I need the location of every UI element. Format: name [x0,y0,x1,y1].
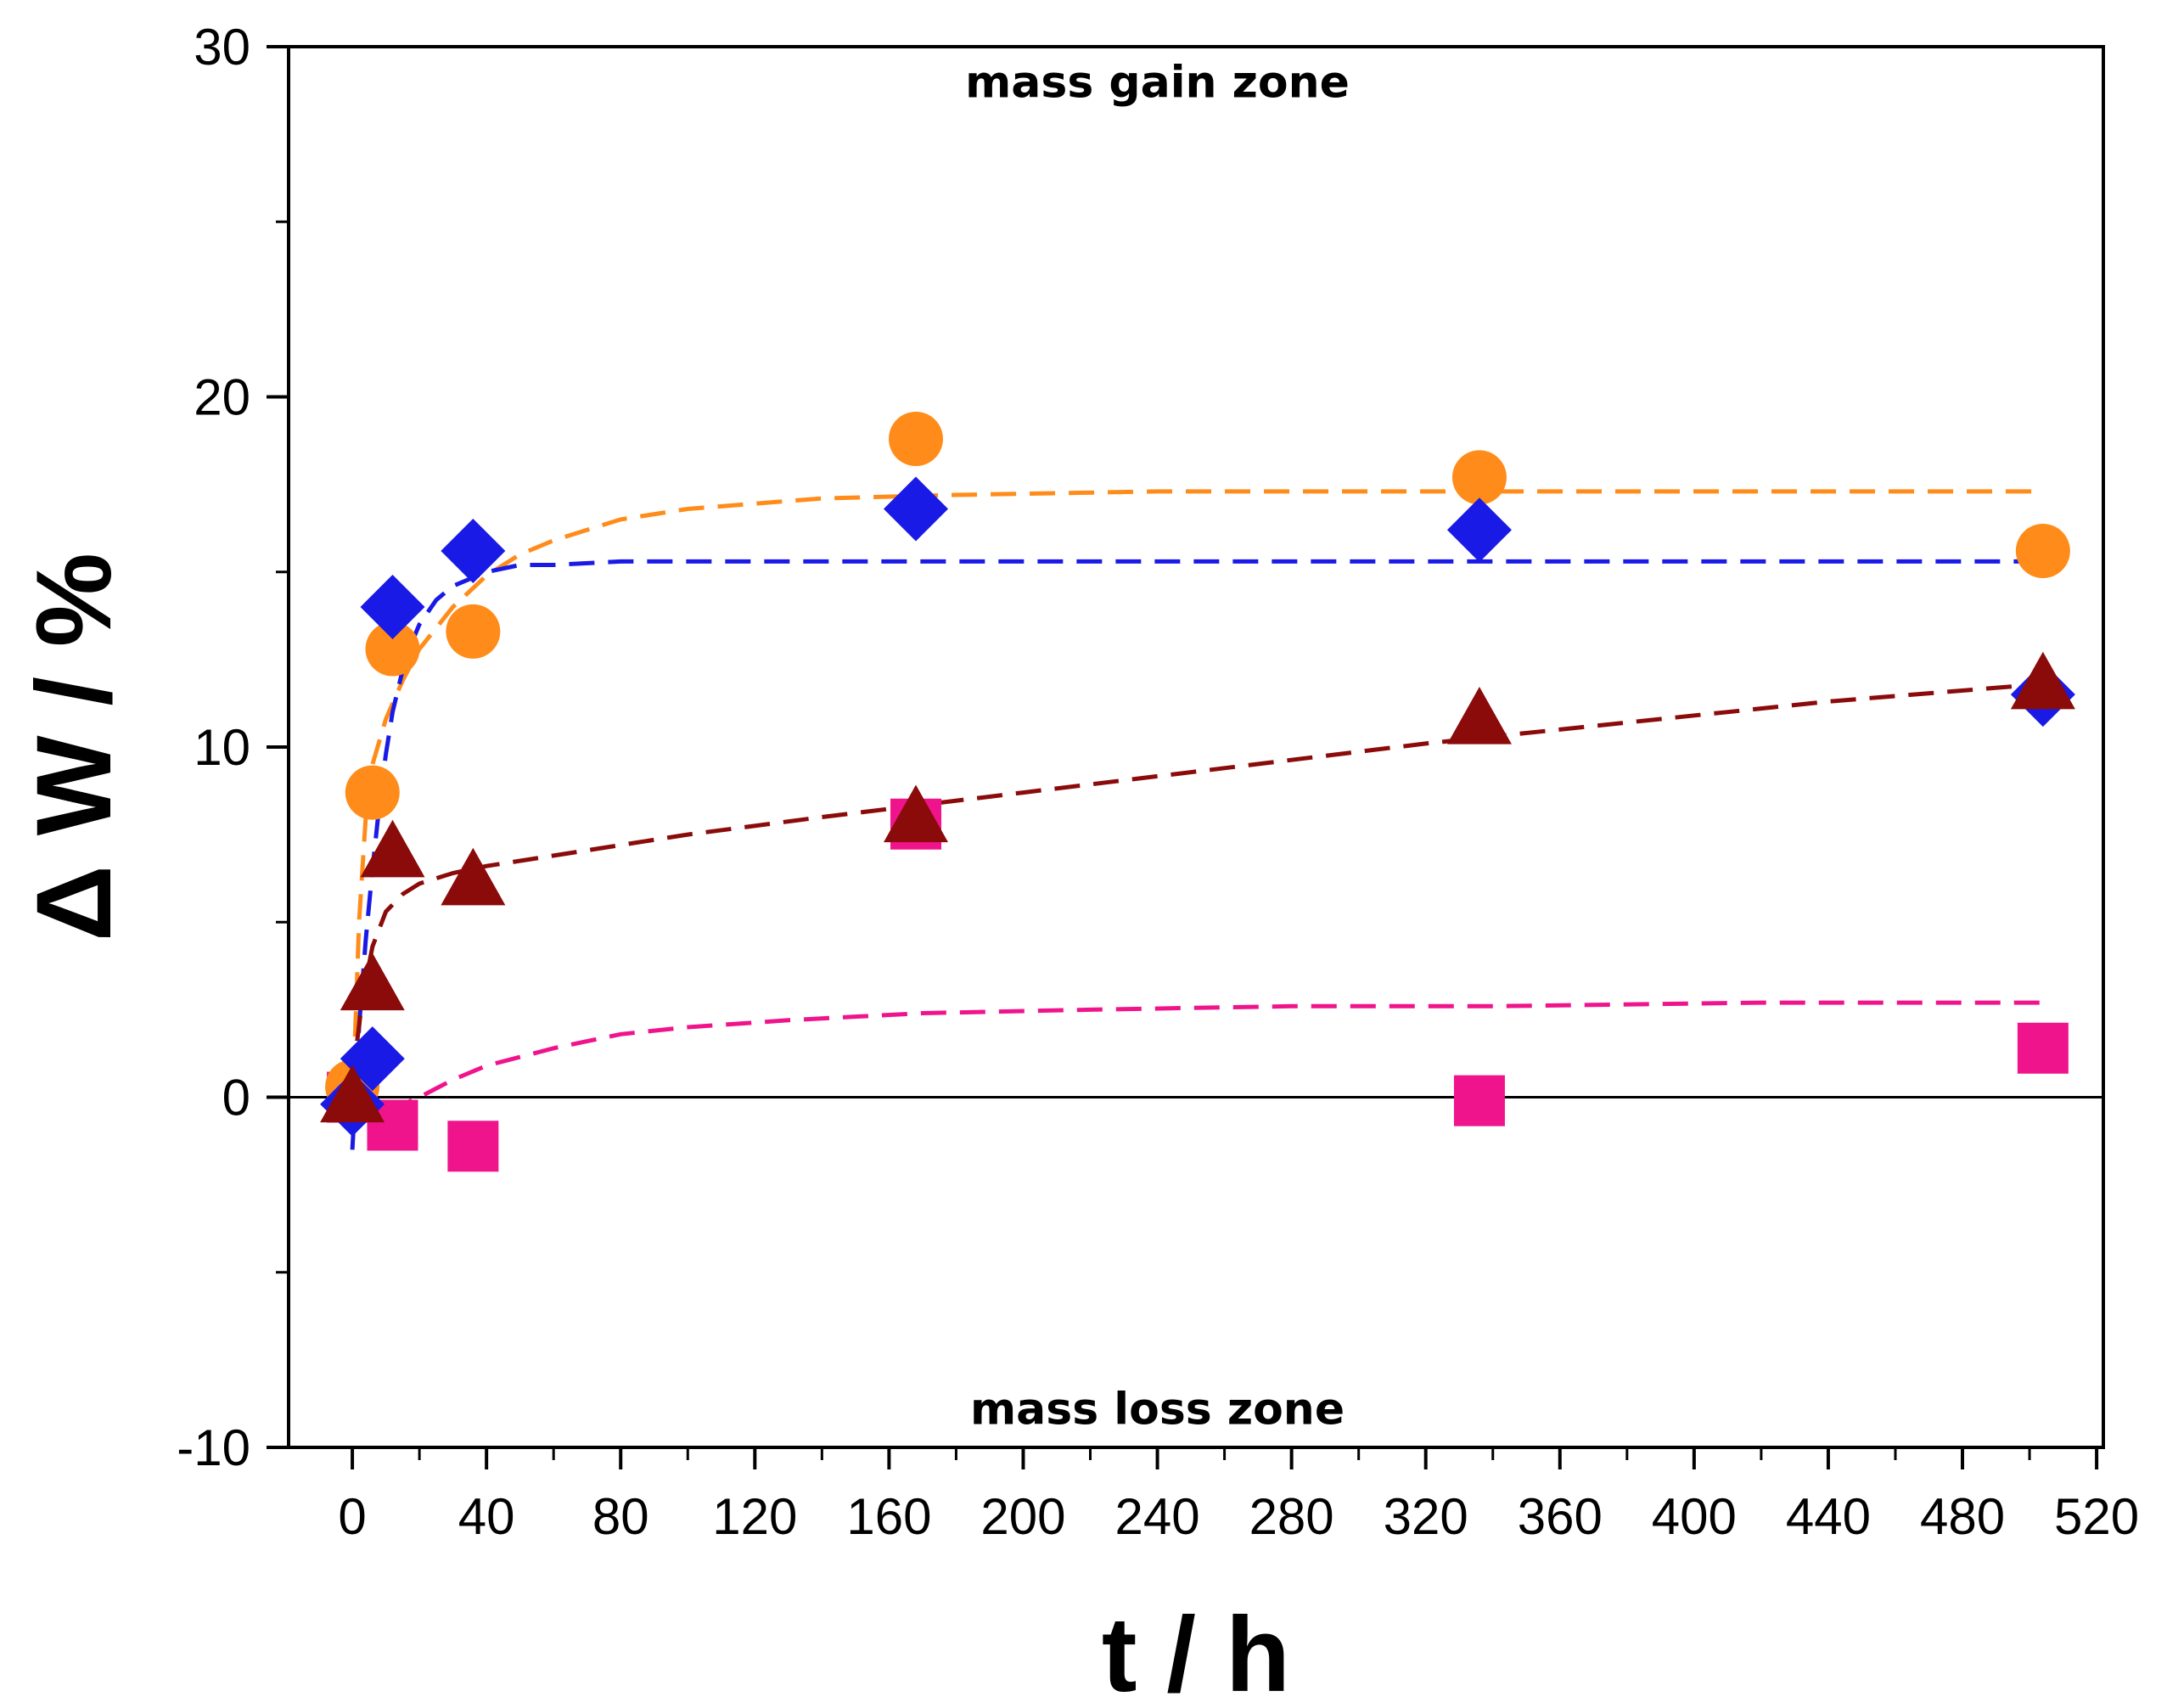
fit-curve-1 [350,559,2043,1150]
y-tick-label: 0 [222,1070,250,1126]
marker-square-5 [2017,1022,2069,1074]
annotation-mass-gain-zone: mass gain zone [965,57,1350,108]
data-markers [320,412,2075,1172]
marker-diamond-2 [360,575,425,639]
marker-triangle-6 [2010,651,2075,710]
annotation-mass-loss-zone: mass loss zone [970,1385,1345,1436]
marker-diamond-3 [441,519,506,583]
marker-triangle-1 [340,952,405,1011]
x-tick-label: 480 [1920,1488,2005,1545]
marker-diamond-5 [1446,497,1512,563]
x-tick-label: 160 [846,1488,931,1545]
x-tick-label: 240 [1114,1488,1199,1545]
y-tick-label: 30 [194,19,250,76]
x-tick-label: 320 [1384,1488,1468,1545]
y-tick-label: 20 [194,369,250,426]
x-tick-label: 0 [338,1488,366,1545]
fit-curve-0 [350,489,2043,1115]
x-tick-label: 280 [1249,1488,1334,1545]
plot-frame [287,45,2105,1449]
marker-square-4 [1453,1075,1505,1126]
marker-circle-3 [446,604,501,659]
y-tick-label: -10 [177,1419,250,1476]
marker-circle-2 [365,621,420,677]
marker-triangle-2 [360,819,425,878]
marker-square-2 [447,1121,499,1172]
marker-circle-1 [345,765,400,820]
fit-curve-3 [351,1000,2043,1114]
axis-ticks: 0 40 80 120 160 200 240 280 320 360 400 440 480 520-1… [177,19,2139,1545]
y-axis-title: Δ W / % [15,553,133,941]
x-tick-label: 120 [712,1488,797,1545]
x-tick-label: 400 [1652,1488,1737,1545]
marker-circle-5 [1451,450,1507,505]
marker-diamond-4 [884,476,949,542]
marker-triangle-4 [884,784,949,843]
y-tick-label: 10 [194,719,250,776]
x-tick-label: 360 [1518,1488,1603,1545]
x-tick-label: 520 [2054,1488,2139,1545]
marker-triangle-0 [320,1065,385,1123]
x-tick-label: 80 [592,1488,649,1545]
x-tick-label: 40 [458,1488,515,1545]
marker-triangle-5 [1446,687,1512,744]
x-tick-label: 440 [1786,1488,1871,1545]
marker-circle-4 [889,412,944,466]
fit-curve-2 [350,682,2044,1081]
marker-circle-6 [2015,524,2070,578]
fit-curves [350,489,2044,1150]
x-tick-label: 200 [980,1488,1065,1545]
marker-triangle-3 [441,847,506,906]
x-axis-title: t / h [1102,1596,1290,1708]
